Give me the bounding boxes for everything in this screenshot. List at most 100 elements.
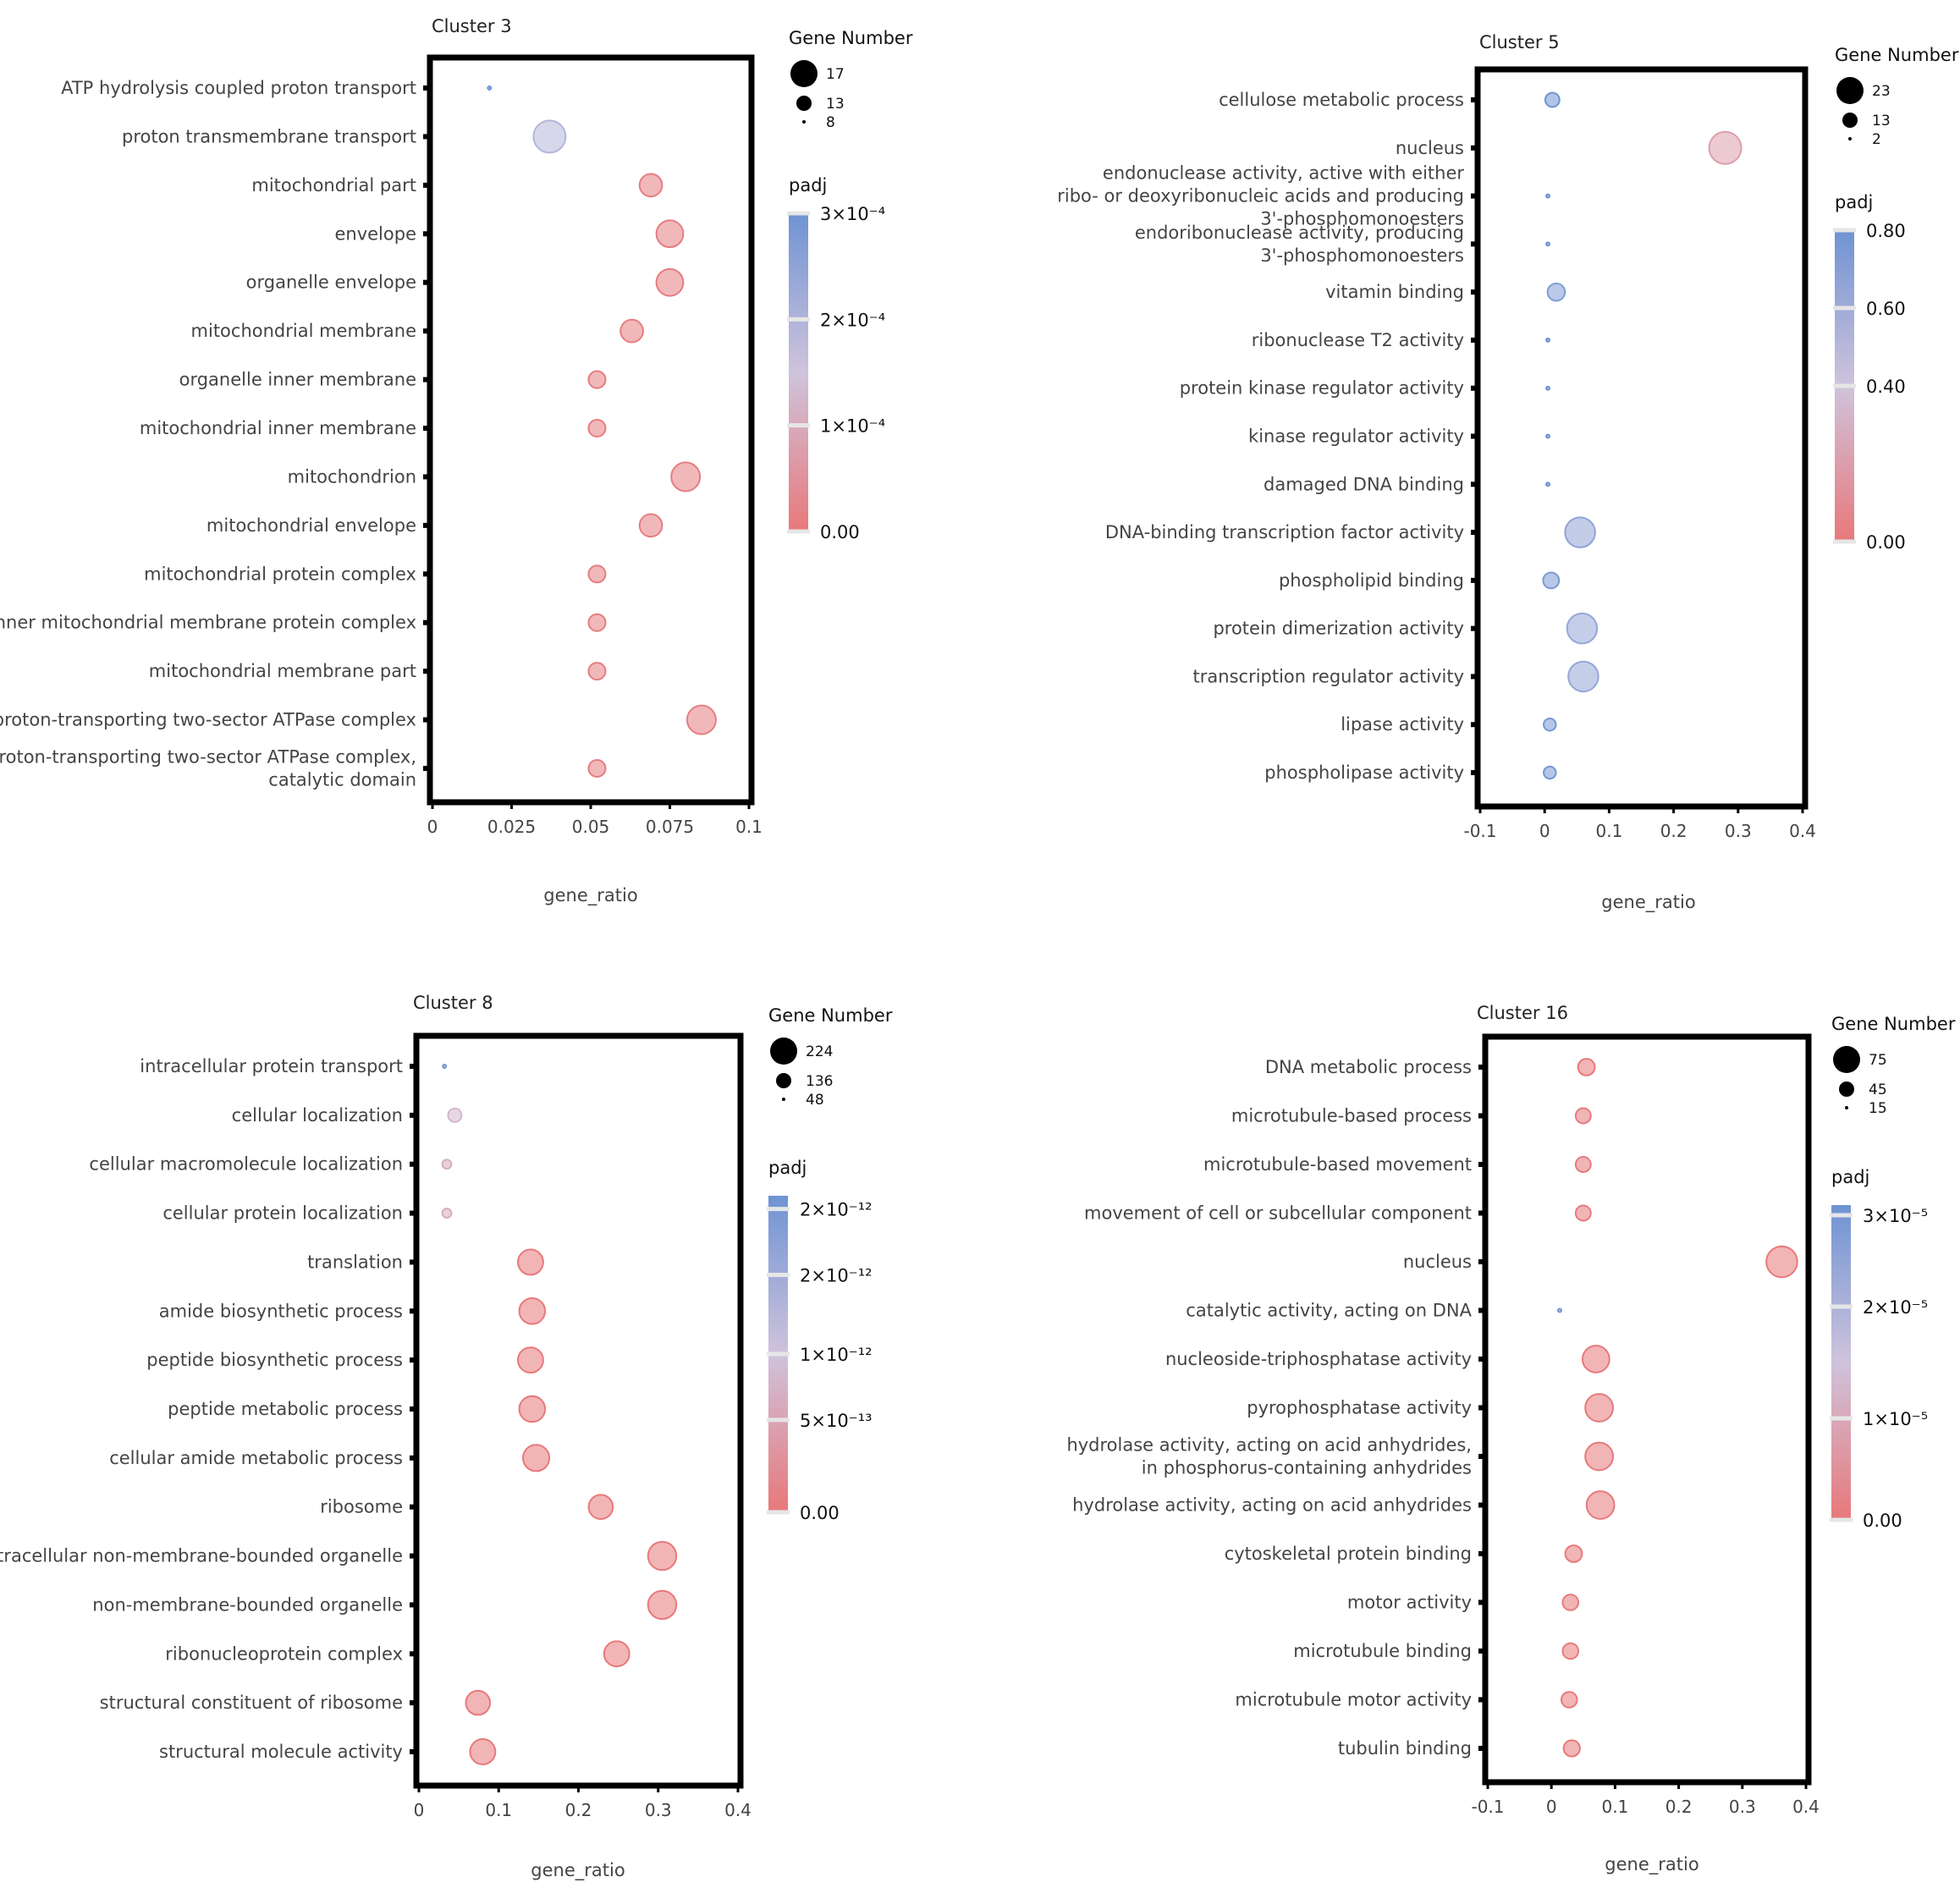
x-tick-label: 0.4 [724,1800,752,1820]
color-bar-label: 0.00 [800,1503,840,1523]
x-tick-label: 0.4 [1789,821,1816,841]
term-label: structural constituent of ribosome [100,1693,403,1713]
data-point [1545,241,1551,247]
term-label: cellular localization [232,1105,403,1126]
term-label: nucleus [1396,138,1464,158]
size-legend-dot [776,1073,791,1088]
data-point [587,662,607,681]
data-point [647,1589,678,1621]
data-point [1708,130,1743,165]
data-point [1577,1058,1596,1076]
term-label: protein kinase regulator activity [1180,378,1464,399]
term-label: tubulin binding [1338,1738,1472,1759]
term-label: protein dimerization activity [1213,619,1464,639]
data-point [587,613,607,632]
term-label: movement of cell or subcellular componen… [1084,1203,1472,1224]
term-label: microtubule binding [1293,1641,1472,1661]
data-point [441,1159,453,1170]
term-label: phospholipid binding [1279,570,1464,591]
x-tick-label: 0.1 [1595,821,1622,841]
term-label: mitochondrial inner membrane [140,418,416,438]
term-label: ribosome [320,1497,403,1517]
color-bar [789,213,808,531]
size-legend-dot [1839,1082,1854,1097]
x-tick-label: 0.2 [1665,1797,1693,1817]
size-legend-label: 8 [826,114,835,131]
x-tick-label: 0.1 [485,1800,512,1820]
data-point [1562,1739,1581,1758]
data-point [1581,1345,1610,1373]
data-point [518,1297,547,1325]
data-point [619,318,644,344]
data-point [587,1494,614,1521]
data-point [1543,717,1557,732]
data-point [1566,612,1599,645]
color-bar-label: 0.80 [1866,221,1906,241]
color-bar-label: 0.00 [820,522,860,542]
term-label: microtubule-based process [1231,1106,1472,1126]
x-tick-label: 0.1 [1601,1797,1628,1817]
term-label: ATP hydrolysis coupled proton transport [61,78,416,98]
data-point [587,418,607,438]
term-label: organelle envelope [246,272,416,293]
plot-frame [1482,1033,1812,1786]
data-point [655,219,685,249]
x-tick-label: 0.1 [735,817,763,837]
x-tick-label: 0 [1539,821,1550,841]
x-axis-label: gene_ratio [531,1860,625,1881]
data-point [441,1208,453,1219]
size-legend-title: Gene Number [768,1005,893,1026]
color-bar-label: 2×10⁻⁵ [1863,1297,1928,1318]
size-legend-label: 224 [806,1043,833,1060]
size-legend-title: Gene Number [1831,1014,1956,1034]
term-label: pyrophosphatase activity [1247,1398,1472,1418]
term-label: vitamin binding [1325,282,1464,302]
term-label: damaged DNA binding [1264,474,1464,494]
term-label: cellular amide metabolic process [109,1448,403,1468]
data-point [1561,1642,1580,1660]
size-legend-dot [802,120,806,124]
term-label: nucleoside-triphosphatase activity [1165,1349,1472,1369]
data-point [1567,660,1599,693]
term-label: endonuclease activity, active with eithe… [1057,163,1464,229]
term-label: structural molecule activity [159,1742,403,1762]
color-legend-title: padj [789,175,827,195]
data-point [638,513,663,538]
data-point [1564,1544,1583,1563]
term-label: mitochondrial protein complex [144,564,416,584]
data-point [469,1738,497,1765]
size-legend-dot [1848,137,1852,140]
x-tick-label: 0 [1546,1797,1557,1817]
x-tick-label: 0 [427,817,438,837]
chart-title: Cluster 5 [1479,32,1560,52]
size-legend-dot [1845,1106,1848,1109]
data-point [1543,765,1557,780]
size-legend-label: 48 [806,1092,824,1109]
color-bar-label: 1×10⁻⁴ [820,416,885,437]
size-legend-label: 17 [826,66,845,83]
x-tick-label: 0.4 [1792,1797,1820,1817]
data-point [655,267,685,297]
data-point [517,1248,544,1276]
term-label: DNA metabolic process [1265,1057,1472,1077]
data-point [587,564,607,584]
chart-title: Cluster 16 [1477,1003,1568,1023]
x-axis-label: gene_ratio [1601,892,1695,913]
chart-panel: Cluster 16 DNA metabolic process microtubu… [1066,1003,1955,1875]
data-point [1546,282,1566,302]
data-point [517,1346,544,1374]
term-label: endoribonuclease activity, producing 3'-p… [1135,223,1464,266]
term-label: peptide biosynthetic process [146,1350,403,1370]
color-bar-label: 1×10⁻¹² [800,1345,873,1365]
term-label: organelle inner membrane [179,370,416,390]
color-bar-label: 2×10⁻¹² [800,1200,873,1220]
size-legend-label: 136 [806,1073,833,1090]
term-label: hydrolase activity, acting on acid anhyd… [1066,1435,1472,1478]
data-point [1542,571,1561,590]
color-bar-label: 2×10⁻⁴ [820,310,885,330]
color-bar [1831,1205,1851,1520]
x-tick-label: 0.05 [572,817,610,837]
x-axis-label: gene_ratio [543,885,637,906]
x-tick-label: 0 [414,1800,425,1820]
size-legend-label: 23 [1872,83,1891,100]
